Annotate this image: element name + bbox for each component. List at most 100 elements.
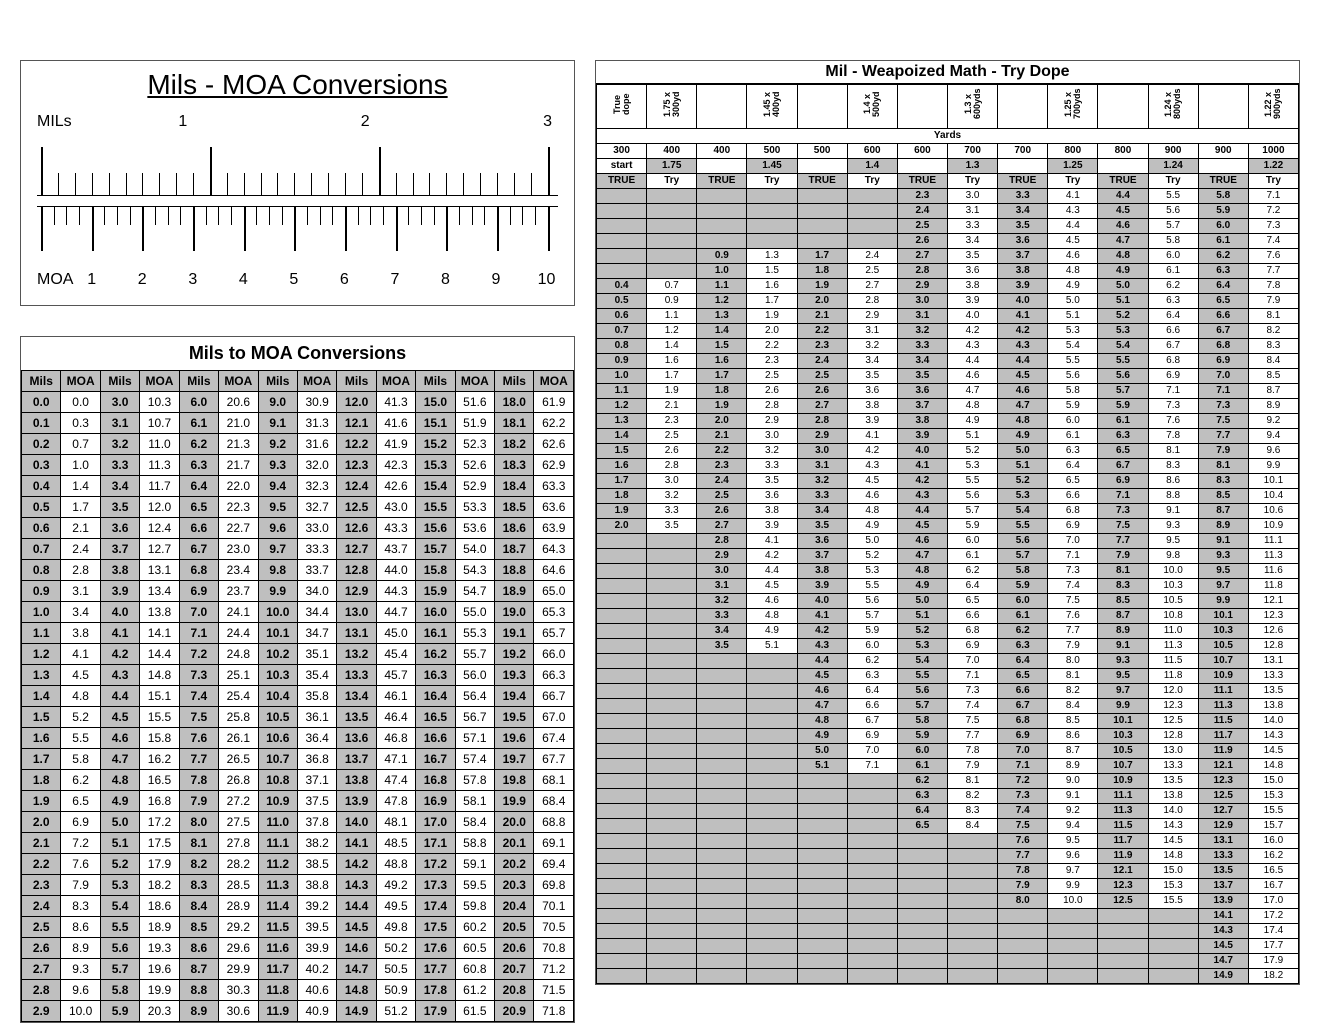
conv-cell-moa: 66.0 <box>534 644 574 665</box>
conv-cell-mils: 14.4 <box>337 896 376 917</box>
conv-cell-moa: 7.2 <box>61 833 100 854</box>
dope-cell <box>647 189 697 204</box>
dope-cell: 3.5 <box>647 519 697 534</box>
dope-cell: 5.5 <box>1048 354 1098 369</box>
conv-cell-mils: 18.3 <box>495 455 534 476</box>
dope-cell <box>847 819 897 834</box>
mils-axis-number: 1 <box>178 113 187 131</box>
conv-cell-mils: 20.1 <box>495 833 534 854</box>
dope-cell: 12.3 <box>1248 609 1298 624</box>
dope-cell: 1.6 <box>597 459 647 474</box>
dope-cell <box>797 804 847 819</box>
moa-axis-number: 3 <box>188 271 197 289</box>
dope-factor-header <box>1198 85 1248 129</box>
dope-cell: 6.4 <box>847 684 897 699</box>
conv-header-moa: MOA <box>455 371 494 392</box>
conv-cell-moa: 3.1 <box>61 581 100 602</box>
dope-cell <box>647 609 697 624</box>
conv-cell-mils: 0.4 <box>22 476 61 497</box>
dope-cell: 3.5 <box>847 369 897 384</box>
dope-cell: 2.0 <box>697 414 747 429</box>
dope-cell: 4.2 <box>847 444 897 459</box>
dope-cell: 5.2 <box>1098 309 1148 324</box>
dope-cell: 12.5 <box>1198 789 1248 804</box>
dope-cell: 12.5 <box>1098 894 1148 909</box>
dope-start-cell <box>697 159 747 174</box>
conv-cell-mils: 6.5 <box>179 497 218 518</box>
dope-cell: 14.8 <box>1148 849 1198 864</box>
conv-cell-mils: 0.7 <box>22 539 61 560</box>
conv-cell-moa: 62.6 <box>534 434 574 455</box>
dope-cell: 12.3 <box>1198 774 1248 789</box>
conv-cell-moa: 46.1 <box>376 686 415 707</box>
dope-cell <box>597 699 647 714</box>
conv-cell-mils: 2.0 <box>22 812 61 833</box>
dope-cell: 7.9 <box>1098 549 1148 564</box>
conv-cell-mils: 16.6 <box>416 728 455 749</box>
conv-cell-moa: 10.0 <box>61 1001 100 1022</box>
conv-cell-mils: 16.9 <box>416 791 455 812</box>
conv-cell-moa: 41.9 <box>376 434 415 455</box>
dope-cell: 8.1 <box>1048 669 1098 684</box>
left-column: Mils - MOA Conversions MILs 123 M <box>20 20 575 1023</box>
dope-cell: 8.3 <box>1198 474 1248 489</box>
dope-cell <box>747 864 797 879</box>
dope-cell <box>647 684 697 699</box>
dope-cell: 6.3 <box>897 789 947 804</box>
dope-cell <box>947 954 997 969</box>
dope-cell: 2.2 <box>697 444 747 459</box>
dope-cell: 11.3 <box>1148 639 1198 654</box>
moa-axis-number: 8 <box>441 271 450 289</box>
dope-cell: 7.1 <box>947 669 997 684</box>
conv-cell-moa: 54.3 <box>455 560 494 581</box>
dope-cell: 8.2 <box>1248 324 1298 339</box>
dope-cell: 3.2 <box>897 324 947 339</box>
conv-cell-mils: 19.7 <box>495 749 534 770</box>
dope-cell: 6.8 <box>1198 339 1248 354</box>
dope-cell <box>597 714 647 729</box>
dope-cell <box>847 894 897 909</box>
dope-cell: 14.5 <box>1248 744 1298 759</box>
dope-cell <box>797 954 847 969</box>
dope-cell: 13.3 <box>1248 669 1298 684</box>
conv-cell-moa: 12.4 <box>140 518 179 539</box>
dope-cell: 7.3 <box>998 789 1048 804</box>
dope-cell: 14.3 <box>1248 729 1298 744</box>
dope-cell: 6.0 <box>1148 249 1198 264</box>
dope-cell <box>1148 909 1198 924</box>
conv-cell-mils: 19.1 <box>495 623 534 644</box>
dope-cell: 8.4 <box>1048 699 1098 714</box>
conv-cell-mils: 6.9 <box>179 581 218 602</box>
dope-cell: 7.4 <box>1248 234 1298 249</box>
dope-cell: 8.2 <box>1048 684 1098 699</box>
conv-cell-mils: 5.4 <box>100 896 139 917</box>
dope-truetry-cell: TRUE <box>897 174 947 189</box>
conv-cell-moa: 46.4 <box>376 707 415 728</box>
dope-start-cell: 1.45 <box>747 159 797 174</box>
dope-cell: 18.2 <box>1248 969 1298 984</box>
dope-cell: 4.9 <box>797 729 847 744</box>
dope-cell: 11.7 <box>1198 729 1248 744</box>
dope-cell: 5.9 <box>897 729 947 744</box>
dope-cell: 9.9 <box>1198 594 1248 609</box>
conv-cell-moa: 47.8 <box>376 791 415 812</box>
dope-cell: 4.9 <box>998 429 1048 444</box>
dope-cell <box>647 714 697 729</box>
dope-cell <box>797 924 847 939</box>
conv-cell-mils: 17.8 <box>416 980 455 1001</box>
dope-cell: 9.5 <box>1098 669 1148 684</box>
conv-cell-moa: 59.8 <box>455 896 494 917</box>
dope-cell: 1.2 <box>597 399 647 414</box>
conv-cell-moa: 9.6 <box>61 980 100 1001</box>
dope-cell: 5.0 <box>797 744 847 759</box>
dope-cell: 7.1 <box>1098 489 1148 504</box>
dope-cell: 3.4 <box>797 504 847 519</box>
dope-cell: 7.3 <box>1198 399 1248 414</box>
dope-cell <box>697 654 747 669</box>
dope-cell: 7.3 <box>947 684 997 699</box>
dope-cell: 4.6 <box>747 594 797 609</box>
dope-factor-header <box>697 85 747 129</box>
conv-cell-moa: 51.2 <box>376 1001 415 1022</box>
dope-cell: 4.6 <box>797 684 847 699</box>
dope-cell: 9.6 <box>1048 849 1098 864</box>
